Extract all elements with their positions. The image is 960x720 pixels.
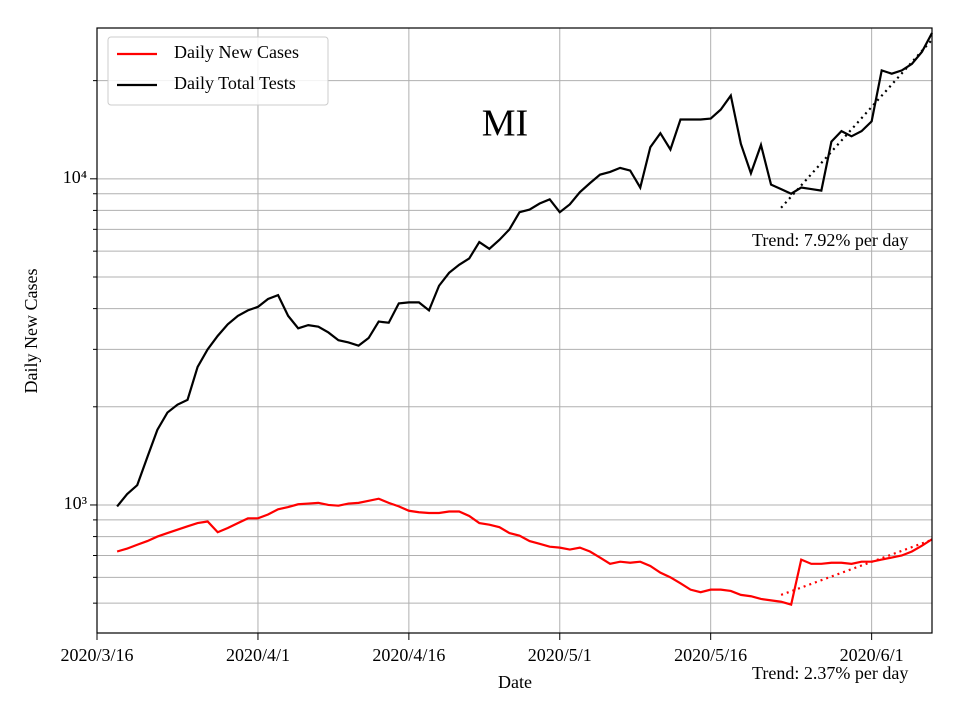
- y-axis-label: Daily New Cases: [21, 269, 41, 394]
- legend-box: [107, 36, 329, 106]
- x-axis-label: Date: [498, 672, 532, 692]
- legend-label: Daily Total Tests: [174, 73, 296, 93]
- axes-frame: [96, 27, 933, 634]
- x-tick-label: 2020/5/1: [528, 645, 592, 665]
- trend-line: [780, 538, 933, 596]
- legend: Daily New Cases Daily Total Tests: [107, 36, 329, 106]
- data-line: [116, 32, 933, 508]
- x-tick-label: 2020/4/16: [372, 645, 445, 665]
- x-tick-label: 2020/3/16: [60, 645, 133, 665]
- chart-title: MI: [482, 103, 528, 145]
- trend-annotation: Trend: 7.92% per day: [752, 230, 908, 250]
- y-tick-label: 10³: [64, 493, 88, 513]
- y-tick-label: 10⁴: [63, 167, 87, 187]
- x-tick-label: 2020/6/1: [840, 645, 904, 665]
- data-line: [116, 497, 933, 606]
- trend-line: [780, 38, 933, 209]
- plot-area: 10³ 10⁴ 2020/3/16 2020/4/1 2020/4/16 2020/5/1…: [60, 27, 933, 665]
- x-tick-label: 2020/5/16: [674, 645, 747, 665]
- x-tick-label: 2020/4/1: [226, 645, 290, 665]
- legend-label: Daily New Cases: [174, 42, 299, 62]
- trend-annotation: Trend: 2.37% per day: [752, 663, 908, 683]
